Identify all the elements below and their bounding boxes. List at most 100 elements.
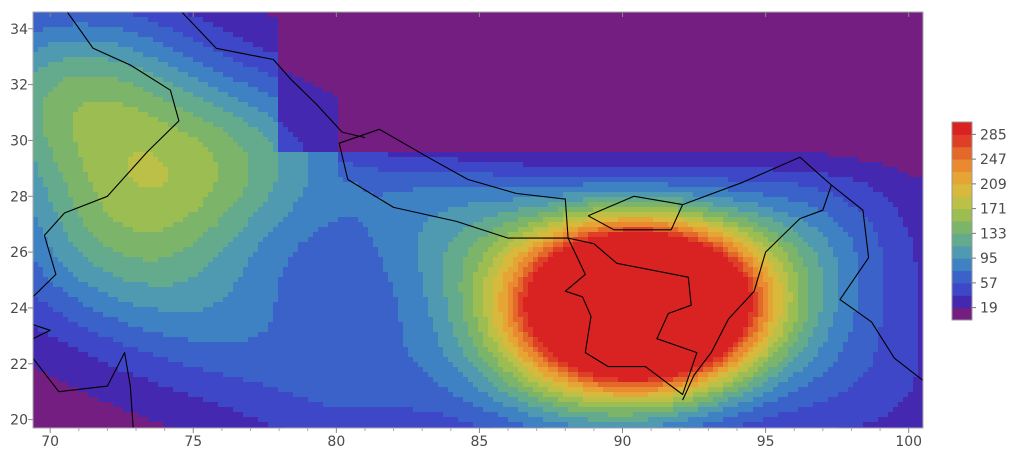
contour-cell [233, 302, 239, 308]
contour-cell [153, 387, 159, 393]
contour-cell [143, 197, 149, 203]
contour-cell [98, 247, 104, 253]
contour-cell [323, 17, 329, 23]
contour-cell [263, 257, 269, 263]
contour-cell [48, 17, 54, 23]
contour-cell [83, 112, 89, 118]
contour-cell [43, 177, 49, 183]
contour-cell [258, 52, 264, 58]
contour-cell [173, 52, 179, 58]
contour-cell [83, 122, 89, 128]
contour-cell [118, 177, 124, 183]
contour-cell [63, 67, 69, 73]
contour-cell [133, 257, 139, 263]
contour-cell [153, 397, 159, 403]
contour-cell [128, 152, 134, 158]
contour-cell [318, 257, 324, 263]
contour-cell [43, 67, 49, 73]
contour-cell [153, 32, 159, 38]
contour-cell [243, 87, 249, 93]
contour-cell [88, 307, 94, 313]
contour-cell [298, 37, 304, 43]
contour-cell [283, 147, 289, 153]
contour-cell [313, 32, 319, 38]
contour-cell [78, 257, 84, 263]
contour-cell [203, 232, 209, 238]
contour-cell [278, 122, 284, 128]
contour-cell [138, 282, 144, 288]
contour-cell [93, 117, 99, 123]
contour-cell [43, 217, 49, 223]
contour-cell [53, 152, 59, 158]
contour-cell [278, 287, 284, 293]
contour-cell [323, 272, 329, 278]
contour-cell [193, 217, 199, 223]
contour-cell [243, 62, 249, 68]
contour-cell [278, 57, 284, 63]
contour-cell [113, 132, 119, 138]
contour-cell [178, 67, 184, 73]
contour-cell [83, 212, 89, 218]
contour-cell [293, 117, 299, 123]
contour-cell [58, 397, 64, 403]
contour-cell [273, 242, 279, 248]
contour-cell [273, 297, 279, 303]
contour-cell [183, 192, 189, 198]
contour-cell [148, 262, 154, 268]
contour-cell [258, 287, 264, 293]
contour-cell [168, 352, 174, 358]
contour-cell [178, 397, 184, 403]
contour-cell [153, 357, 159, 363]
contour-cell [193, 232, 199, 238]
contour-cell [278, 17, 284, 23]
contour-cell [323, 327, 329, 333]
contour-cell [193, 162, 199, 168]
contour-cell [308, 292, 314, 298]
contour-cell [283, 87, 289, 93]
contour-cell [103, 407, 109, 413]
contour-cell [238, 332, 244, 338]
contour-cell [193, 122, 199, 128]
contour-cell [258, 172, 264, 178]
contour-cell [68, 262, 74, 268]
contour-cell [178, 302, 184, 308]
contour-cell [83, 377, 89, 383]
contour-cell [178, 27, 184, 33]
contour-cell [273, 352, 279, 358]
contour-cell [328, 107, 334, 113]
contour-cell [138, 407, 144, 413]
contour-cell [58, 257, 64, 263]
contour-cell [118, 172, 124, 178]
contour-cell [318, 317, 324, 323]
contour-cell [58, 327, 64, 333]
contour-cell [178, 47, 184, 53]
contour-cell [238, 52, 244, 58]
contour-cell [258, 227, 264, 233]
contour-cell [88, 327, 94, 333]
contour-cell [268, 367, 274, 373]
contour-cell [198, 267, 204, 273]
contour-cell [193, 142, 199, 148]
contour-cell [233, 222, 239, 228]
contour-cell [243, 297, 249, 303]
contour-cell [168, 177, 174, 183]
contour-cell [148, 387, 154, 393]
contour-cell [223, 62, 229, 68]
contour-cell [208, 92, 214, 98]
contour-cell [193, 197, 199, 203]
contour-cell [133, 107, 139, 113]
contour-cell [173, 302, 179, 308]
contour-cell [48, 52, 54, 58]
contour-cell [128, 52, 134, 58]
contour-cell [283, 227, 289, 233]
contour-cell [68, 102, 74, 108]
contour-cell [318, 297, 324, 303]
contour-cell [168, 322, 174, 328]
contour-cell [313, 422, 319, 428]
contour-cell [253, 367, 259, 373]
contour-cell [133, 377, 139, 383]
contour-cell [83, 332, 89, 338]
contour-cell [178, 167, 184, 173]
contour-cell [243, 412, 249, 418]
contour-cell [98, 22, 104, 28]
